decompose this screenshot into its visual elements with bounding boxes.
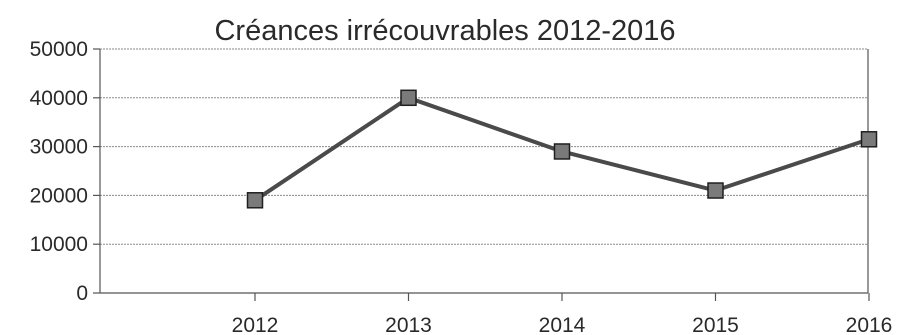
y-tick-label-40000: 40000 [30, 87, 88, 110]
y-axis-tick-labels: 0 10000 20000 30000 40000 50000 [30, 38, 88, 305]
data-point-2016 [862, 132, 877, 147]
data-point-2013 [401, 90, 416, 105]
x-tick-label-2016: 2016 [846, 314, 893, 335]
x-axis-tick-labels: 2012 2013 2014 2015 2016 [232, 314, 893, 335]
y-tick-label-10000: 10000 [30, 233, 88, 256]
series [248, 90, 877, 207]
data-point-2015 [708, 183, 723, 198]
y-tick-label-20000: 20000 [30, 184, 88, 207]
gridlines [100, 49, 868, 244]
x-tick-label-2014: 2014 [539, 314, 586, 335]
x-tick-label-2012: 2012 [232, 314, 279, 335]
data-point-2014 [555, 144, 570, 159]
y-tick-label-0: 0 [76, 282, 88, 305]
data-point-2012 [248, 193, 263, 208]
chart-title: Créances irrécouvrables 2012-2016 [214, 15, 675, 47]
y-tick-label-50000: 50000 [30, 38, 88, 61]
x-tick-label-2015: 2015 [692, 314, 739, 335]
y-tick-label-30000: 30000 [30, 136, 88, 159]
axes [93, 49, 869, 301]
x-tick-label-2013: 2013 [385, 314, 432, 335]
